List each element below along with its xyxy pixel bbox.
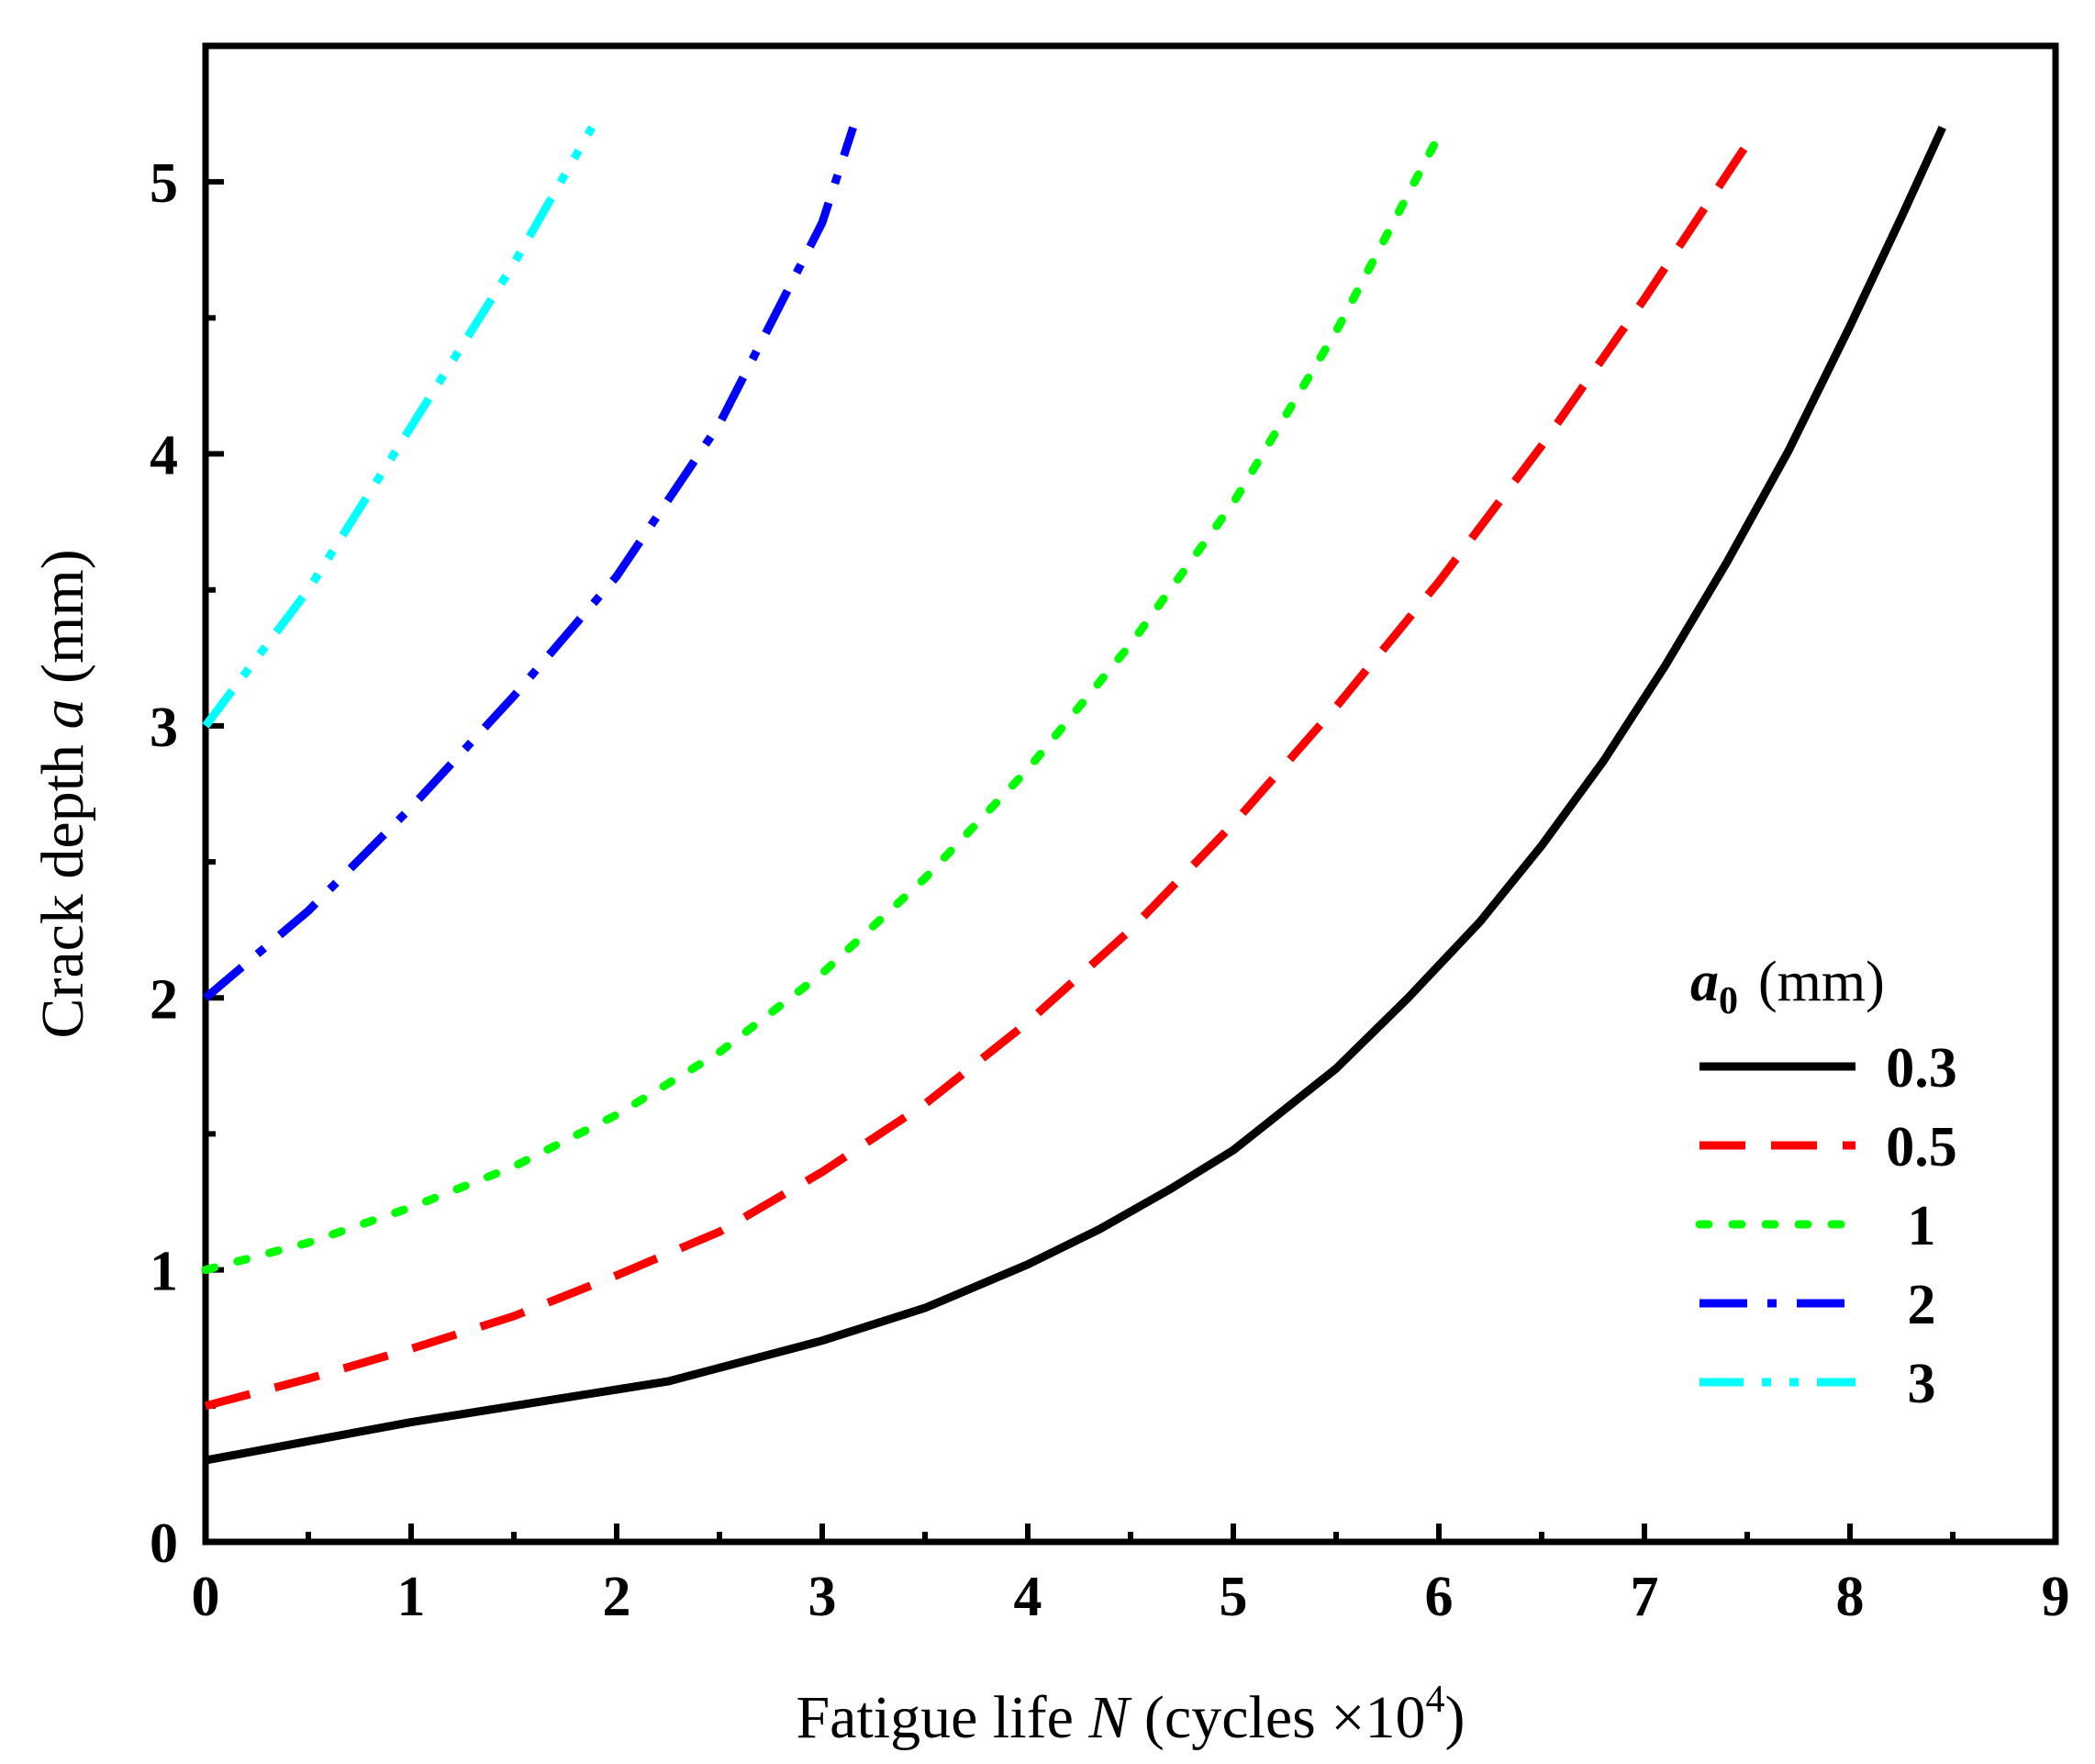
x-tick-label: 6 bbox=[1425, 1566, 1454, 1628]
x-tick-label: 4 bbox=[1014, 1566, 1042, 1628]
x-tick-label: 9 bbox=[2042, 1566, 2070, 1628]
plot-frame bbox=[202, 42, 2059, 1546]
axis-ticks bbox=[203, 179, 2058, 1545]
series-line-0-5 bbox=[204, 141, 1751, 1411]
x-axis-title: Fatigue life N (cycles ×104) bbox=[796, 1679, 1465, 1751]
legend: a0 (mm) 0.3 0.5 1 2 3 bbox=[1690, 951, 1957, 1415]
y-tick-label: 3 bbox=[150, 697, 178, 759]
series-line-1 bbox=[201, 131, 1443, 1275]
y-tick-label: 0 bbox=[150, 1513, 178, 1575]
legend-label: 1 bbox=[1908, 1195, 1936, 1257]
series-line-3 bbox=[202, 125, 596, 729]
series-line-2 bbox=[203, 126, 857, 1001]
x-tick-label: 3 bbox=[808, 1566, 837, 1628]
x-tick-label: 8 bbox=[1836, 1566, 1865, 1628]
x-tick-label: 2 bbox=[603, 1566, 631, 1628]
legend-label: 0.5 bbox=[1886, 1116, 1957, 1178]
x-tick-label: 5 bbox=[1220, 1566, 1248, 1628]
x-tick-label: 1 bbox=[397, 1566, 426, 1628]
axis-tick-labels: 0 1 2 3 4 5 6 7 8 9 0 1 2 3 4 5 bbox=[150, 152, 2070, 1628]
legend-label: 3 bbox=[1908, 1353, 1936, 1415]
legend-title: a0 (mm) bbox=[1690, 951, 1885, 1022]
series-lines bbox=[201, 125, 1946, 1465]
y-tick-label: 1 bbox=[150, 1241, 178, 1303]
legend-label: 2 bbox=[1908, 1274, 1936, 1336]
legend-items: 0.3 0.5 1 2 3 bbox=[1695, 1037, 1957, 1415]
y-tick-label: 2 bbox=[150, 968, 178, 1031]
x-tick-label: 7 bbox=[1631, 1566, 1659, 1628]
y-tick-label: 4 bbox=[150, 425, 178, 487]
series-line-0-3 bbox=[205, 126, 1946, 1465]
y-tick-label: 5 bbox=[150, 152, 178, 215]
y-axis-title: Crack depth a (mm) bbox=[29, 549, 96, 1038]
x-tick-label: 0 bbox=[192, 1566, 220, 1628]
legend-label: 0.3 bbox=[1886, 1037, 1957, 1100]
